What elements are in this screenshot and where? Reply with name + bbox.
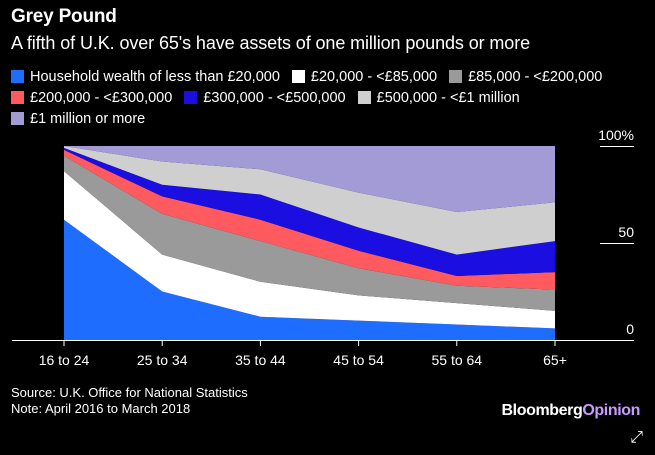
y-tick-label: 100% <box>598 127 634 143</box>
expand-arrows-icon[interactable]: ⤢ <box>630 429 643 446</box>
chart-title: Grey Pound <box>11 6 117 27</box>
legend-swatch <box>184 91 198 104</box>
legend-swatch <box>11 112 24 125</box>
area-series-0 <box>64 219 555 340</box>
legend-item: £500,000 - <£1 million <box>357 89 520 106</box>
source-text: Source: U.K. Office for National Statist… <box>11 385 248 400</box>
legend: Household wealth of less than £20,000 £2… <box>11 66 641 129</box>
x-tick-label: 16 to 24 <box>39 352 90 368</box>
x-tick-label: 45 to 54 <box>333 352 384 368</box>
legend-swatch <box>449 70 463 83</box>
legend-row: £200,000 - <£300,000 £300,000 - <£500,00… <box>11 87 641 108</box>
note-text: Note: April 2016 to March 2018 <box>11 401 191 416</box>
legend-item: £1 million or more <box>11 111 145 127</box>
legend-row: Household wealth of less than £20,000 £2… <box>11 66 641 87</box>
legend-swatch <box>357 91 371 104</box>
area-series-6 <box>64 146 555 212</box>
legend-swatch <box>11 70 24 83</box>
legend-item: £300,000 - <£500,000 <box>184 89 346 106</box>
bloomberg-opinion-logo: BloombergOpinion <box>502 402 641 420</box>
legend-label: £200,000 - <£300,000 <box>30 89 173 106</box>
area-series-4 <box>64 147 555 276</box>
area-series-1 <box>64 171 555 329</box>
legend-swatch <box>291 70 305 83</box>
area-series-5 <box>64 146 555 255</box>
legend-label: £300,000 - <£500,000 <box>203 89 346 106</box>
x-tick-label: 35 to 44 <box>235 352 286 368</box>
x-tick-label: 55 to 64 <box>431 352 482 368</box>
legend-row: £1 million or more <box>11 108 641 129</box>
legend-label: Household wealth of less than £20,000 <box>30 68 280 85</box>
chart-subtitle: A fifth of U.K. over 65's have assets of… <box>11 33 531 53</box>
brand-name: Bloomberg <box>501 402 583 419</box>
y-tick-label: 0 <box>626 321 634 337</box>
legend-label: £20,000 - <£85,000 <box>310 68 438 85</box>
legend-item: £200,000 - <£300,000 <box>11 90 172 106</box>
legend-label: £500,000 - <£1 million <box>376 89 520 106</box>
legend-item: £85,000 - <£200,000 <box>449 69 602 85</box>
source-note: Source: U.K. Office for National Statist… <box>11 385 248 417</box>
area-series-2 <box>64 155 555 311</box>
y-tick-label: 50 <box>618 224 634 240</box>
x-tick-label: 65+ <box>543 352 567 368</box>
legend-item: £20,000 - <£85,000 <box>291 68 438 85</box>
legend-item: Household wealth of less than £20,000 <box>11 69 280 85</box>
legend-swatch <box>11 91 24 104</box>
area-series-3 <box>64 149 555 290</box>
legend-label: £1 million or more <box>30 110 146 127</box>
x-tick-label: 25 to 34 <box>137 352 188 368</box>
legend-label: £85,000 - <£200,000 <box>468 68 603 85</box>
brand-suffix: Opinion <box>582 402 640 419</box>
